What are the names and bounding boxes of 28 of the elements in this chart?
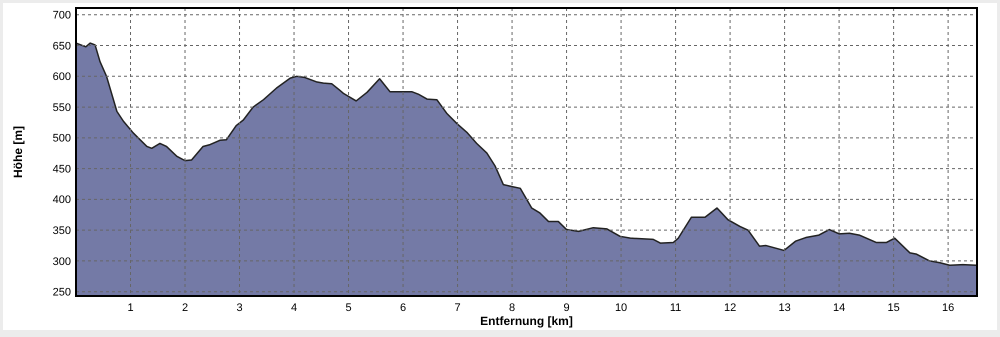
x-tick-label: 8 (508, 302, 516, 314)
x-tick-label: 6 (400, 302, 406, 314)
x-tick-label: 9 (564, 302, 570, 314)
x-tick-label: 15 (887, 302, 900, 314)
x-tick-label: 10 (614, 302, 628, 314)
y-tick-label: 500 (52, 132, 71, 145)
y-tick-label: 650 (52, 40, 71, 52)
x-tick-label: 13 (778, 302, 791, 314)
y-tick-label: 350 (52, 225, 71, 238)
y-tick-label: 250 (52, 286, 71, 299)
x-tick-label: 5 (345, 302, 352, 314)
x-tick-label: 1 (127, 302, 134, 314)
y-tick-label: 300 (52, 256, 71, 268)
x-tick-label: 2 (182, 302, 188, 314)
x-tick-label: 12 (724, 302, 736, 314)
y-tick-label: 450 (52, 163, 71, 176)
y-tick-label: 400 (52, 194, 71, 206)
x-tick-label: 11 (670, 302, 682, 314)
x-tick-label: 3 (236, 302, 243, 314)
y-axis-title: Höhe [m] (11, 126, 25, 178)
x-tick-label: 7 (454, 302, 461, 314)
x-tick-label: 14 (832, 302, 846, 314)
y-tick-label: 600 (52, 71, 71, 84)
x-tick-label: 16 (942, 302, 954, 314)
x-axis-title: Entfernung [km] (480, 314, 573, 328)
y-tick-label: 700 (52, 10, 71, 22)
y-tick-label: 550 (52, 102, 71, 114)
x-tick-label: 4 (290, 302, 298, 314)
